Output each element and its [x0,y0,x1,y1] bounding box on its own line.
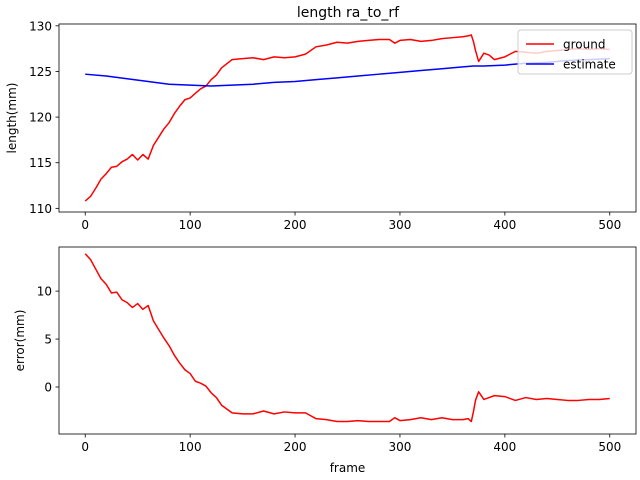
y-tick-label: 130 [29,19,52,33]
y-axis-label: error(mm) [13,310,27,372]
x-tick-label: 0 [81,440,89,454]
y-tick-label: 125 [29,65,52,79]
y-tick-label: 5 [44,333,52,347]
x-tick-label: 400 [493,440,516,454]
x-tick-label: 300 [389,218,412,232]
y-tick-label: 120 [29,111,52,125]
plot-frame [58,246,637,435]
x-tick-label: 500 [598,218,621,232]
x-tick-label: 200 [284,218,307,232]
y-tick-label: 110 [29,202,52,216]
x-axis-label: frame [330,461,366,475]
y-axis-label: length(mm) [5,83,19,154]
x-tick-label: 500 [598,440,621,454]
chart-title: length ra_to_rf [297,5,400,21]
x-tick-label: 100 [179,218,202,232]
series-line-ground [84,34,610,202]
legend-label-ground: ground [563,38,605,52]
x-tick-label: 200 [284,440,307,454]
y-tick-label: 0 [44,381,52,395]
plot-frame [58,23,637,213]
series-line-error-0 [84,253,610,423]
bottom-chart-panel: 0 100 200 300 400 500 0 5 10 error(mm) frame [13,246,637,475]
x-tick-label: 100 [179,440,202,454]
y-tick-label: 115 [29,156,52,170]
y-tick-label: 10 [37,285,52,299]
legend-label-estimate: estimate [563,58,616,72]
x-tick-label: 400 [493,218,516,232]
x-tick-label: 300 [389,440,412,454]
legend-box [517,29,633,75]
x-tick-label: 0 [81,218,89,232]
top-chart-panel: 0 100 200 300 400 500 110 115 120 125 130 length(mm… [5,19,637,232]
